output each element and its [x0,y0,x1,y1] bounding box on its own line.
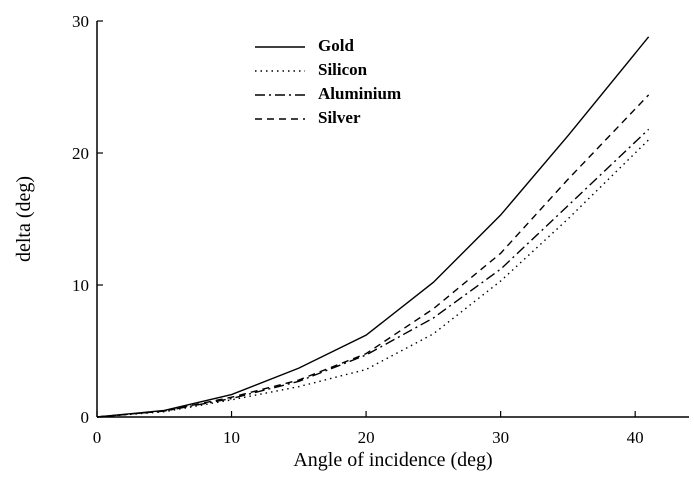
x-tick-label: 30 [492,428,509,447]
x-axis-title: Angle of incidence (deg) [293,449,492,471]
legend-text: Gold [318,36,354,55]
series-line [96,128,650,418]
legend-text: Silver [318,108,361,127]
y-axis-title: delta (deg) [13,176,35,262]
x-tick-label: 0 [93,428,102,447]
y-tick-label: 10 [72,276,89,295]
series-line [96,94,650,418]
series-line [96,139,650,418]
y-tick-label: 20 [72,144,89,163]
x-tick-label: 10 [223,428,240,447]
legend-text: Aluminium [318,84,401,103]
x-tick-label: 20 [358,428,375,447]
y-tick-label: 30 [72,12,89,31]
legend-text: Silicon [318,60,368,79]
series-line [96,36,650,418]
y-tick-label: 0 [81,408,90,427]
x-tick-label: 40 [627,428,644,447]
